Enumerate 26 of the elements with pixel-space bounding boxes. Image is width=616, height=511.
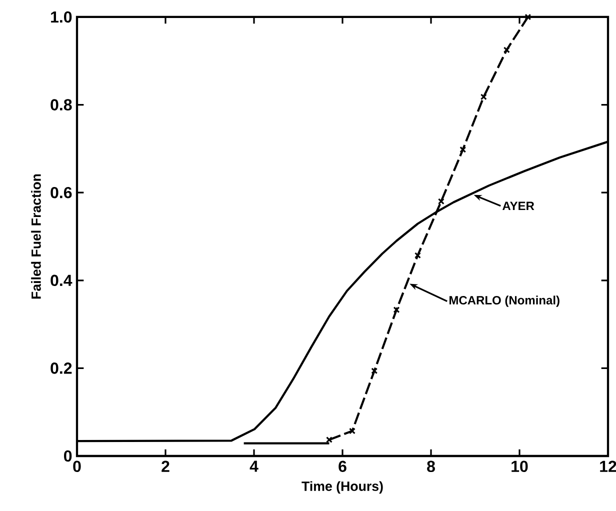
point: [460, 146, 466, 153]
y-tick-label: 0.6: [50, 186, 72, 198]
legend-label: MCARLO (Nominal): [450, 296, 560, 307]
point: [480, 94, 487, 100]
y-tick-label: 0: [64, 450, 72, 462]
x-tick-label: 10: [512, 460, 528, 472]
x-tick-label: 0: [73, 460, 81, 472]
x-tick-label: 8: [427, 460, 435, 472]
point: [371, 368, 378, 374]
x-axis-title: Time (Hours): [302, 481, 383, 494]
point: [393, 306, 400, 314]
x-tick-label: 12: [600, 460, 616, 472]
point: [503, 46, 510, 54]
y-tick-label: 0.2: [50, 362, 72, 374]
point: [524, 14, 532, 20]
point: [438, 198, 444, 205]
y-axis-title: Failed Fuel Fraction: [31, 174, 41, 299]
x-tick-label: 2: [162, 460, 170, 472]
y-tick-label: 1.0: [51, 11, 72, 23]
point: [348, 428, 356, 434]
y-tick-label: 0.4: [50, 274, 72, 286]
legend-label: AYER: [502, 202, 534, 210]
point: [414, 252, 421, 259]
x-tick-label: 6: [338, 460, 346, 472]
y-tick-label: 0.8: [50, 99, 72, 110]
x-tick-label: 4: [250, 460, 258, 472]
